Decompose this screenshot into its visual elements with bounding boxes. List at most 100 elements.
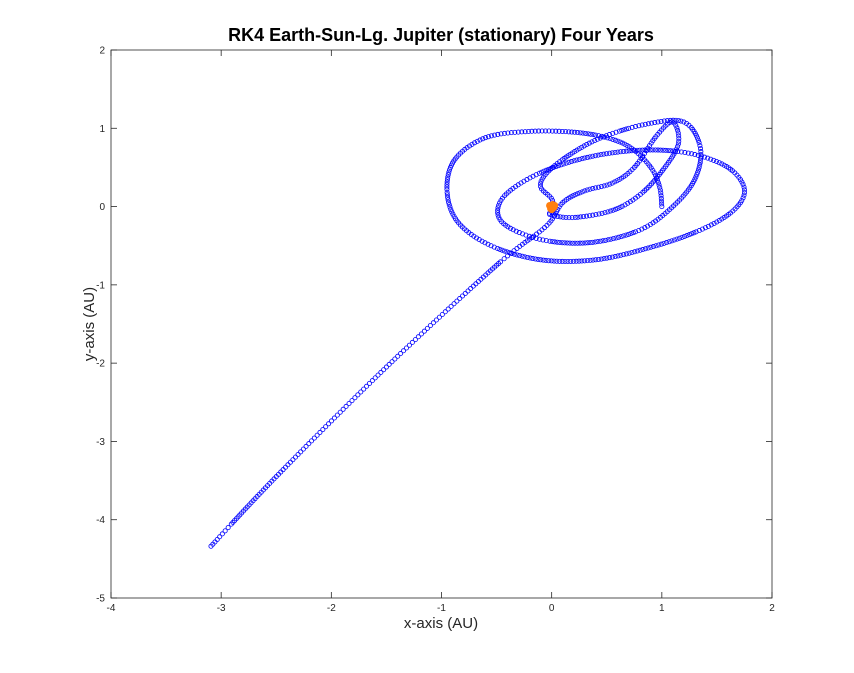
trajectory-point: [631, 147, 637, 153]
trajectory-point: [430, 320, 436, 326]
trajectory-point: [488, 243, 494, 249]
trajectory-point: [588, 131, 594, 137]
trajectory-point: [559, 240, 565, 246]
trajectory-point: [629, 250, 635, 256]
trajectory-point: [656, 242, 662, 248]
trajectory-point: [378, 369, 384, 375]
trajectory-point: [612, 254, 618, 260]
trajectory-point: [352, 395, 358, 401]
trajectory-point: [532, 256, 538, 262]
trajectory-point: [584, 142, 590, 148]
trajectory-point: [581, 214, 587, 220]
trajectory-point: [547, 238, 553, 244]
trajectory-point: [445, 194, 451, 200]
trajectory-point: [539, 176, 545, 182]
trajectory-point: [522, 254, 528, 260]
trajectory-point: [621, 233, 627, 239]
trajectory-point: [612, 149, 618, 155]
trajectory-point: [495, 212, 501, 218]
trajectory-point: [695, 137, 701, 143]
trajectory-point: [675, 130, 681, 136]
trajectory-point: [620, 140, 626, 146]
trajectory-point: [634, 248, 640, 254]
trajectory-point: [219, 531, 225, 537]
trajectory-point: [522, 129, 528, 135]
trajectory-point: [617, 139, 623, 145]
trajectory-point: [575, 191, 581, 197]
trajectory-point: [446, 199, 452, 205]
trajectory-point: [621, 127, 627, 133]
trajectory-point: [665, 148, 671, 154]
trajectory-point: [590, 132, 596, 138]
trajectory-point: [485, 134, 491, 140]
trajectory-point: [228, 521, 234, 527]
trajectory-point: [317, 429, 323, 435]
trajectory-point: [622, 202, 628, 208]
trajectory-point: [383, 364, 389, 370]
trajectory-point: [538, 178, 544, 184]
x-tick-label: -4: [107, 603, 116, 614]
trajectory-point: [697, 162, 703, 168]
trajectory-point: [446, 169, 452, 175]
trajectory-point: [721, 162, 727, 168]
trajectory-point: [607, 181, 613, 187]
trajectory-point: [553, 128, 559, 134]
trajectory-point: [412, 337, 418, 343]
plot-area: [111, 50, 772, 598]
trajectory-point: [459, 293, 465, 299]
trajectory-point: [592, 132, 598, 138]
trajectory-point: [508, 250, 514, 256]
trajectory-point: [648, 140, 654, 146]
trajectory-point: [548, 195, 554, 201]
trajectory-point: [613, 235, 619, 241]
trajectory-point: [586, 140, 592, 146]
trajectory-point: [543, 167, 549, 173]
trajectory-point: [519, 253, 525, 259]
trajectory-point: [447, 165, 453, 171]
trajectory-point: [375, 372, 381, 378]
trajectory-point: [574, 157, 580, 163]
trajectory-point: [445, 197, 451, 203]
trajectory-point: [364, 383, 370, 389]
trajectory-point: [625, 200, 631, 206]
trajectory-point: [603, 133, 609, 139]
trajectory-point: [651, 170, 657, 176]
trajectory-point: [556, 128, 562, 134]
trajectory-point: [557, 258, 563, 264]
trajectory-point: [358, 389, 364, 395]
trajectory-point: [579, 156, 585, 162]
trajectory-point: [581, 143, 587, 149]
trajectory-point: [740, 195, 746, 201]
trajectory-point: [587, 154, 593, 160]
trajectory-point: [424, 325, 430, 331]
trajectory-point: [572, 240, 578, 246]
trajectory-point: [449, 209, 455, 215]
trajectory-point: [444, 186, 450, 192]
trajectory-point: [569, 159, 575, 165]
trajectory-point: [637, 247, 643, 253]
trajectory-point: [320, 427, 326, 433]
trajectory-point: [495, 207, 501, 213]
trajectory-point: [401, 348, 407, 354]
trajectory-point: [482, 240, 488, 246]
trajectory-point: [519, 129, 525, 135]
trajectory-point: [495, 131, 501, 137]
trajectory-point: [619, 203, 625, 209]
trajectory-point: [517, 253, 523, 259]
trajectory-point: [615, 205, 621, 211]
trajectory-point: [645, 121, 651, 127]
trajectory-point: [349, 398, 355, 404]
trajectory-point: [477, 137, 483, 143]
trajectory-point: [495, 210, 501, 216]
chart-title: RK4 Earth-Sun-Lg. Jupiter (stationary) F…: [228, 25, 654, 45]
trajectory-point: [633, 124, 639, 130]
y-tick-label: -5: [96, 594, 105, 605]
trajectory-point: [606, 132, 612, 138]
trajectory-point: [372, 375, 378, 381]
trajectory-point: [553, 164, 559, 170]
trajectory-point: [465, 288, 471, 294]
trajectory-point: [468, 286, 474, 292]
trajectory-point: [496, 202, 502, 208]
trajectory-point: [626, 250, 632, 256]
trajectory-point: [610, 136, 616, 142]
